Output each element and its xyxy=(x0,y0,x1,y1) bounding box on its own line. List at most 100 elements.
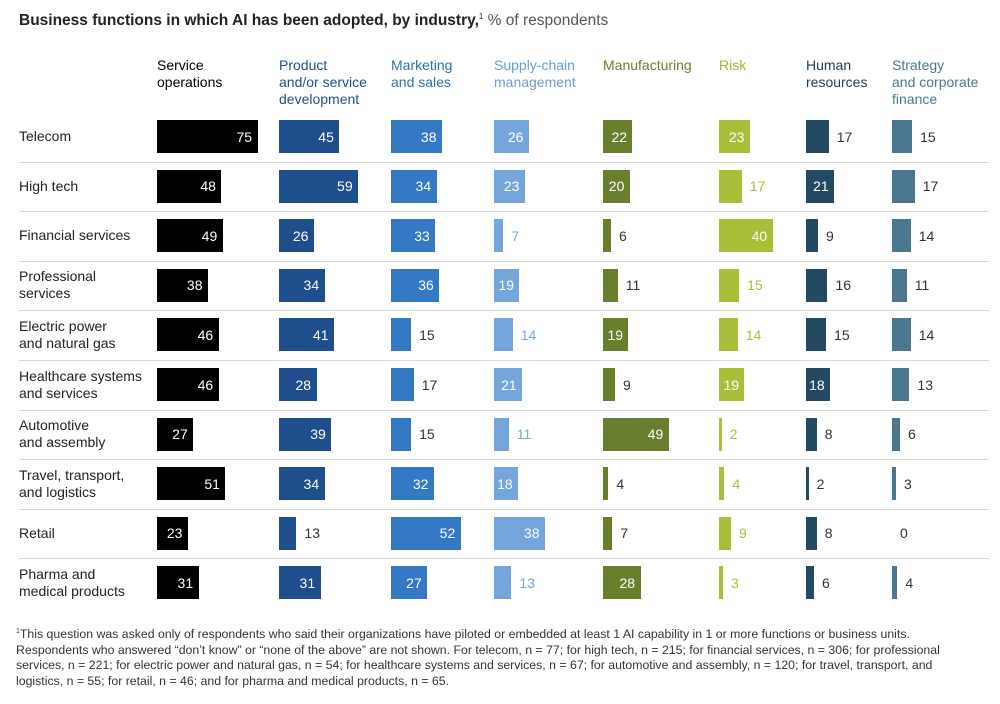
value-label-travel-transport-and-logistics-supply-chain-management: 18 xyxy=(497,475,513,492)
bar-telecom-strategy-and-corporate-finance xyxy=(892,120,913,153)
bar-telecom-manufacturing xyxy=(603,120,633,153)
value-label-pharma-and-medical-products-supply-chain-management: 13 xyxy=(519,574,535,591)
row-label-telecom: Telecom xyxy=(19,128,72,144)
bar-professional-services-human-resources xyxy=(806,268,828,302)
row-separator xyxy=(19,260,989,262)
value-label-automotive-and-assembly-manufacturing: 49 xyxy=(647,426,664,443)
bar-electric-power-and-natural-gas-marketing-and-sales xyxy=(391,318,412,352)
bar-pharma-and-medical-products-supply-chain-management xyxy=(494,566,512,600)
bar-travel-transport-and-logistics-strategy-and-corporate-finance xyxy=(892,467,897,501)
value-label-professional-services-marketing-and-sales: 36 xyxy=(418,277,434,294)
bar-electric-power-and-natural-gas-product-and-or-service-development xyxy=(279,318,334,352)
row-separator xyxy=(19,558,989,560)
bar-professional-services-marketing-and-sales xyxy=(391,268,440,302)
bar-telecom-service-operations xyxy=(157,120,258,153)
bar-high-tech-product-and-or-service-development xyxy=(279,169,359,203)
value-label-telecom-service-operations: 75 xyxy=(236,128,253,145)
row-separator xyxy=(19,508,989,510)
column-header-product-and-or-service-development: Product and/or service development xyxy=(279,57,367,107)
bar-high-tech-strategy-and-corporate-finance xyxy=(892,169,915,203)
bar-pharma-and-medical-products-strategy-and-corporate-finance xyxy=(892,566,898,600)
bar-high-tech-marketing-and-sales xyxy=(391,169,437,203)
row-label-travel-transport-and-logistics: Travel, transport, and logistics xyxy=(19,466,125,500)
value-label-professional-services-risk: 15 xyxy=(747,277,763,294)
value-label-healthcare-systems-and-services-marketing-and-sales: 17 xyxy=(421,376,438,393)
value-label-healthcare-systems-and-services-strategy-and-corporate-finance: 13 xyxy=(917,376,933,393)
bar-retail-human-resources xyxy=(806,516,817,550)
value-label-retail-service-operations: 23 xyxy=(166,525,183,542)
bar-travel-transport-and-logistics-supply-chain-management xyxy=(494,467,519,501)
bar-telecom-risk xyxy=(719,120,750,153)
column-header-supply-chain-management: Supply-chain management xyxy=(494,57,576,90)
value-label-pharma-and-medical-products-manufacturing: 28 xyxy=(619,574,636,591)
column-header-human-resources: Human resources xyxy=(806,57,868,90)
bar-healthcare-systems-and-services-product-and-or-service-development xyxy=(279,368,317,401)
value-label-telecom-risk: 23 xyxy=(728,128,745,145)
value-label-healthcare-systems-and-services-human-resources: 18 xyxy=(809,376,825,393)
value-label-pharma-and-medical-products-marketing-and-sales: 27 xyxy=(406,574,422,591)
row-label-pharma-and-medical-products: Pharma and medical products xyxy=(19,565,125,599)
value-label-electric-power-and-natural-gas-human-resources: 15 xyxy=(834,326,850,343)
chart-title: Business functions in which AI has been … xyxy=(19,12,608,30)
bar-pharma-and-medical-products-manufacturing xyxy=(603,566,641,600)
bar-automotive-and-assembly-manufacturing xyxy=(603,417,669,451)
bar-high-tech-human-resources xyxy=(806,169,835,203)
value-label-electric-power-and-natural-gas-strategy-and-corporate-finance: 14 xyxy=(918,326,935,343)
bar-healthcare-systems-and-services-manufacturing xyxy=(603,368,616,401)
bar-electric-power-and-natural-gas-supply-chain-management xyxy=(494,318,513,352)
value-label-financial-services-strategy-and-corporate-finance: 14 xyxy=(918,227,935,244)
footnote: 1This question was asked only of respond… xyxy=(16,624,976,689)
bar-high-tech-manufacturing xyxy=(603,169,630,203)
bar-healthcare-systems-and-services-human-resources xyxy=(806,368,831,401)
row-label-healthcare-systems-and-services: Healthcare systems and services xyxy=(19,367,142,401)
value-label-financial-services-human-resources: 9 xyxy=(826,227,834,244)
bar-financial-services-human-resources xyxy=(806,219,819,253)
value-label-healthcare-systems-and-services-manufacturing: 9 xyxy=(623,376,631,393)
bar-healthcare-systems-and-services-supply-chain-management xyxy=(494,368,523,401)
bar-retail-supply-chain-management xyxy=(494,516,545,550)
column-header-manufacturing: Manufacturing xyxy=(603,57,692,73)
bar-automotive-and-assembly-strategy-and-corporate-finance xyxy=(892,417,901,451)
value-label-electric-power-and-natural-gas-risk: 14 xyxy=(745,326,762,343)
bar-pharma-and-medical-products-service-operations xyxy=(157,566,199,600)
value-label-automotive-and-assembly-supply-chain-management: 11 xyxy=(516,426,532,443)
value-label-healthcare-systems-and-services-supply-chain-management: 21 xyxy=(501,376,517,393)
column-header-marketing-and-sales: Marketing and sales xyxy=(391,57,453,90)
value-label-retail-supply-chain-management: 38 xyxy=(523,525,540,542)
value-label-financial-services-risk: 40 xyxy=(751,227,768,244)
value-label-retail-marketing-and-sales: 52 xyxy=(439,525,456,542)
bar-electric-power-and-natural-gas-strategy-and-corporate-finance xyxy=(892,318,911,352)
bar-financial-services-risk xyxy=(719,219,773,253)
row-label-professional-services: Professional services xyxy=(19,268,97,302)
value-label-electric-power-and-natural-gas-supply-chain-management: 14 xyxy=(520,326,537,343)
bar-electric-power-and-natural-gas-manufacturing xyxy=(603,318,629,352)
value-label-automotive-and-assembly-service-operations: 27 xyxy=(172,426,188,443)
value-label-professional-services-strategy-and-corporate-finance: 11 xyxy=(914,277,930,294)
bar-professional-services-risk xyxy=(719,268,740,302)
bar-high-tech-supply-chain-management xyxy=(494,169,525,203)
value-label-healthcare-systems-and-services-service-operations: 46 xyxy=(197,376,214,393)
value-label-pharma-and-medical-products-product-and-or-service-development: 31 xyxy=(299,574,316,591)
value-label-professional-services-human-resources: 16 xyxy=(835,277,852,294)
value-label-high-tech-human-resources: 21 xyxy=(813,178,829,195)
bar-professional-services-service-operations xyxy=(157,268,208,302)
row-separator xyxy=(19,310,989,312)
value-label-telecom-marketing-and-sales: 38 xyxy=(420,128,437,145)
value-label-pharma-and-medical-products-human-resources: 6 xyxy=(822,574,830,591)
bar-telecom-human-resources xyxy=(806,120,829,153)
bar-retail-marketing-and-sales xyxy=(391,516,461,550)
row-separator xyxy=(19,360,989,361)
bar-financial-services-product-and-or-service-development xyxy=(279,219,314,253)
value-label-travel-transport-and-logistics-service-operations: 51 xyxy=(204,475,220,492)
bar-healthcare-systems-and-services-risk xyxy=(719,368,745,401)
value-label-retail-risk: 9 xyxy=(739,525,747,542)
value-label-professional-services-product-and-or-service-development: 34 xyxy=(303,277,320,294)
value-label-retail-manufacturing: 7 xyxy=(620,525,629,542)
bar-healthcare-systems-and-services-service-operations xyxy=(157,368,219,401)
value-label-high-tech-risk: 17 xyxy=(749,178,766,195)
bar-professional-services-supply-chain-management xyxy=(494,268,520,302)
footnote-text: This question was asked only of responde… xyxy=(16,627,940,688)
bar-pharma-and-medical-products-marketing-and-sales xyxy=(391,566,428,600)
value-label-financial-services-marketing-and-sales: 33 xyxy=(414,227,430,244)
value-label-automotive-and-assembly-risk: 2 xyxy=(729,426,738,443)
